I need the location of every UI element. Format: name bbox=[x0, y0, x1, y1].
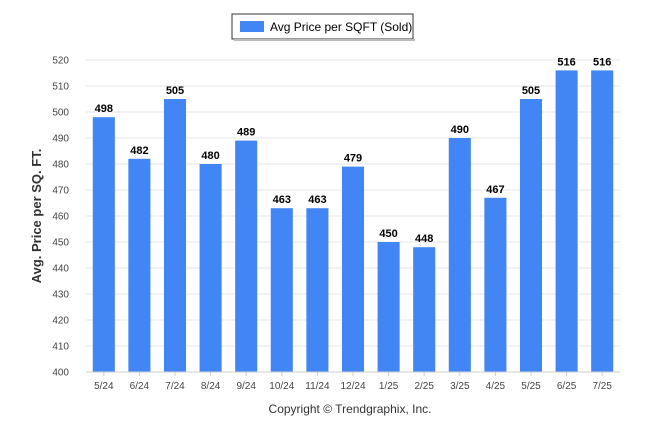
bar-value-label: 505 bbox=[166, 85, 184, 97]
bar-value-label: 516 bbox=[593, 56, 611, 68]
bar bbox=[484, 197, 507, 372]
x-tick-label: 10/24 bbox=[269, 381, 294, 392]
bars bbox=[92, 70, 614, 373]
x-tick-label: 7/25 bbox=[592, 381, 612, 392]
x-tick-label: 6/25 bbox=[557, 381, 577, 392]
legend-swatch bbox=[240, 21, 264, 32]
y-tick-label: 420 bbox=[52, 316, 69, 327]
y-axis-title: Avg. Price per SQ. FT. bbox=[29, 149, 44, 284]
bar-value-label: 480 bbox=[201, 150, 219, 162]
x-tick-label: 9/24 bbox=[236, 381, 256, 392]
x-tick-label: 2/25 bbox=[414, 381, 434, 392]
x-tick-label: 6/24 bbox=[130, 381, 150, 392]
y-tick-label: 410 bbox=[52, 342, 69, 353]
bar-value-label: 490 bbox=[451, 124, 469, 136]
bar bbox=[199, 164, 222, 372]
x-tick-label: 5/25 bbox=[521, 381, 541, 392]
y-tick-label: 450 bbox=[52, 238, 69, 249]
bar bbox=[519, 99, 543, 372]
copyright-text: Copyright © Trendgraphix, Inc. bbox=[269, 402, 432, 416]
y-tick-label: 400 bbox=[52, 368, 69, 379]
y-tick-label: 460 bbox=[52, 212, 69, 223]
bar bbox=[413, 247, 436, 372]
bar bbox=[306, 208, 329, 372]
bar bbox=[163, 99, 187, 372]
y-tick-label: 520 bbox=[52, 56, 69, 67]
bar-value-label: 498 bbox=[95, 103, 113, 115]
y-axis-ticks: 400 410 420 430 440 450 460 470 480 490 500 510 520 bbox=[52, 56, 69, 379]
bar-value-label: 482 bbox=[130, 145, 148, 157]
legend: Avg Price per SQFT (Sold) bbox=[231, 13, 415, 41]
bar-value-label: 467 bbox=[486, 184, 504, 196]
bar-value-label: 463 bbox=[308, 194, 326, 206]
y-tick-label: 490 bbox=[52, 134, 69, 145]
y-tick-label: 500 bbox=[52, 108, 69, 119]
bar-value-label: 489 bbox=[237, 127, 255, 139]
bar-value-label: 463 bbox=[273, 194, 291, 206]
bar bbox=[341, 166, 365, 372]
y-tick-label: 430 bbox=[52, 290, 69, 301]
bar bbox=[128, 158, 151, 372]
bar-value-label: 505 bbox=[522, 85, 540, 97]
y-tick-label: 480 bbox=[52, 160, 69, 171]
bar bbox=[591, 70, 614, 373]
y-tick-label: 470 bbox=[52, 186, 69, 197]
bar-value-label: 516 bbox=[557, 56, 575, 68]
bar bbox=[92, 117, 115, 372]
x-tick-label: 5/24 bbox=[94, 381, 114, 392]
x-tick-label: 11/24 bbox=[305, 381, 330, 392]
x-tick-label: 8/24 bbox=[201, 381, 221, 392]
x-tick-label: 4/25 bbox=[486, 381, 506, 392]
bar-value-label: 450 bbox=[379, 228, 397, 240]
bar bbox=[448, 138, 471, 372]
bar bbox=[377, 242, 400, 372]
y-tick-label: 440 bbox=[52, 264, 69, 275]
bar-value-label: 448 bbox=[415, 233, 433, 245]
bar bbox=[555, 70, 578, 373]
x-tick-label: 3/25 bbox=[450, 381, 470, 392]
y-tick-label: 510 bbox=[52, 82, 69, 93]
legend-box-shadow bbox=[234, 39, 415, 41]
bar bbox=[235, 140, 258, 372]
x-tick-label: 12/24 bbox=[340, 381, 365, 392]
bar bbox=[270, 208, 293, 372]
legend-series-label: Avg Price per SQFT (Sold) bbox=[270, 20, 412, 34]
x-tick-label: 7/24 bbox=[165, 381, 185, 392]
x-axis-ticks: 5/24 6/24 7/24 8/24 9/24 10/24 11/24 12/24 1/25 2… bbox=[94, 372, 612, 392]
data-labels: 498 482 505 480 489 463 463 479 450 448 490 467 505 5… bbox=[95, 56, 612, 245]
x-tick-label: 1/25 bbox=[379, 381, 399, 392]
bar-value-label: 479 bbox=[344, 153, 362, 165]
